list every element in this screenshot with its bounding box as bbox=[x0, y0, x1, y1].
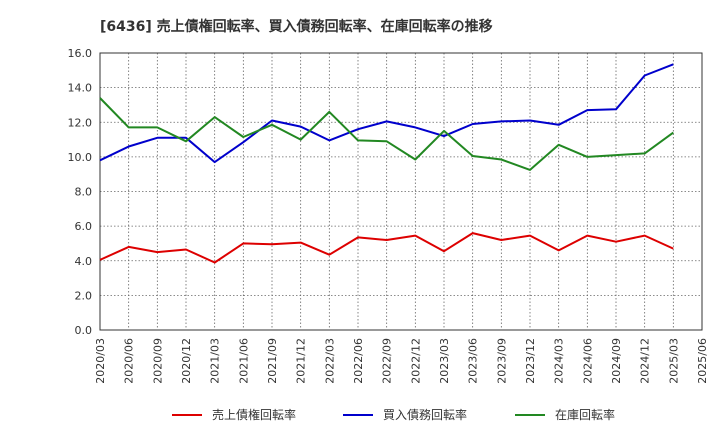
legend-label: 買入債務回転率 bbox=[383, 407, 467, 422]
grid bbox=[100, 53, 702, 330]
legend-label: 在庫回転率 bbox=[555, 407, 615, 422]
x-tick-label: 2024/03 bbox=[553, 338, 566, 384]
x-tick-label: 2023/06 bbox=[467, 338, 480, 384]
x-tick-label: 2021/06 bbox=[237, 338, 250, 384]
legend-label: 売上債権回転率 bbox=[212, 407, 296, 422]
x-tick-label: 2022/12 bbox=[409, 338, 422, 384]
y-tick-label: 4.0 bbox=[75, 255, 93, 268]
y-tick-label: 12.0 bbox=[68, 116, 93, 129]
x-tick-label: 2021/09 bbox=[266, 338, 279, 384]
y-tick-label: 0.0 bbox=[75, 324, 93, 337]
series-lines bbox=[99, 63, 674, 264]
series-line-2 bbox=[99, 63, 674, 164]
series-line-3 bbox=[99, 97, 674, 171]
x-tick-label: 2024/12 bbox=[639, 338, 652, 384]
x-tick-label: 2022/03 bbox=[323, 338, 336, 384]
y-tick-label: 8.0 bbox=[75, 186, 93, 199]
x-tick-label: 2020/09 bbox=[151, 338, 164, 384]
x-tick-label: 2024/09 bbox=[610, 338, 623, 384]
x-tick-label: 2020/03 bbox=[94, 338, 107, 384]
x-tick-label: 2023/12 bbox=[524, 338, 537, 384]
series-line-1 bbox=[99, 232, 674, 264]
x-tick-label: 2020/12 bbox=[180, 338, 193, 384]
x-tick-label: 2022/09 bbox=[381, 338, 394, 384]
x-tick-label: 2024/06 bbox=[581, 338, 594, 384]
x-tick-label: 2021/03 bbox=[209, 338, 222, 384]
x-tick-label: 2022/06 bbox=[352, 338, 365, 384]
x-tick-label: 2025/03 bbox=[667, 338, 680, 384]
x-tick-label: 2023/03 bbox=[438, 338, 451, 384]
y-tick-label: 14.0 bbox=[68, 82, 93, 95]
axes: 0.0 2.0 4.0 6.0 8.0 10.0 12.0 14.0 16.0 2020/03 20… bbox=[68, 47, 710, 384]
chart-title: [6436] 売上債権回転率、買入債務回転率、在庫回転率の推移 bbox=[100, 18, 493, 35]
y-tick-label: 6.0 bbox=[75, 220, 93, 233]
y-tick-label: 16.0 bbox=[68, 47, 93, 60]
plot-frame bbox=[99, 52, 703, 331]
legend: 売上債権回転率 買入債務回転率 在庫回転率 bbox=[172, 407, 615, 422]
x-tick-label: 2023/09 bbox=[495, 338, 508, 384]
y-tick-label: 2.0 bbox=[75, 289, 93, 302]
x-tick-label: 2020/06 bbox=[123, 338, 136, 384]
y-tick-label: 10.0 bbox=[68, 151, 93, 164]
x-tick-label: 2021/12 bbox=[295, 338, 308, 384]
x-tick-label: 2025/06 bbox=[696, 338, 709, 384]
